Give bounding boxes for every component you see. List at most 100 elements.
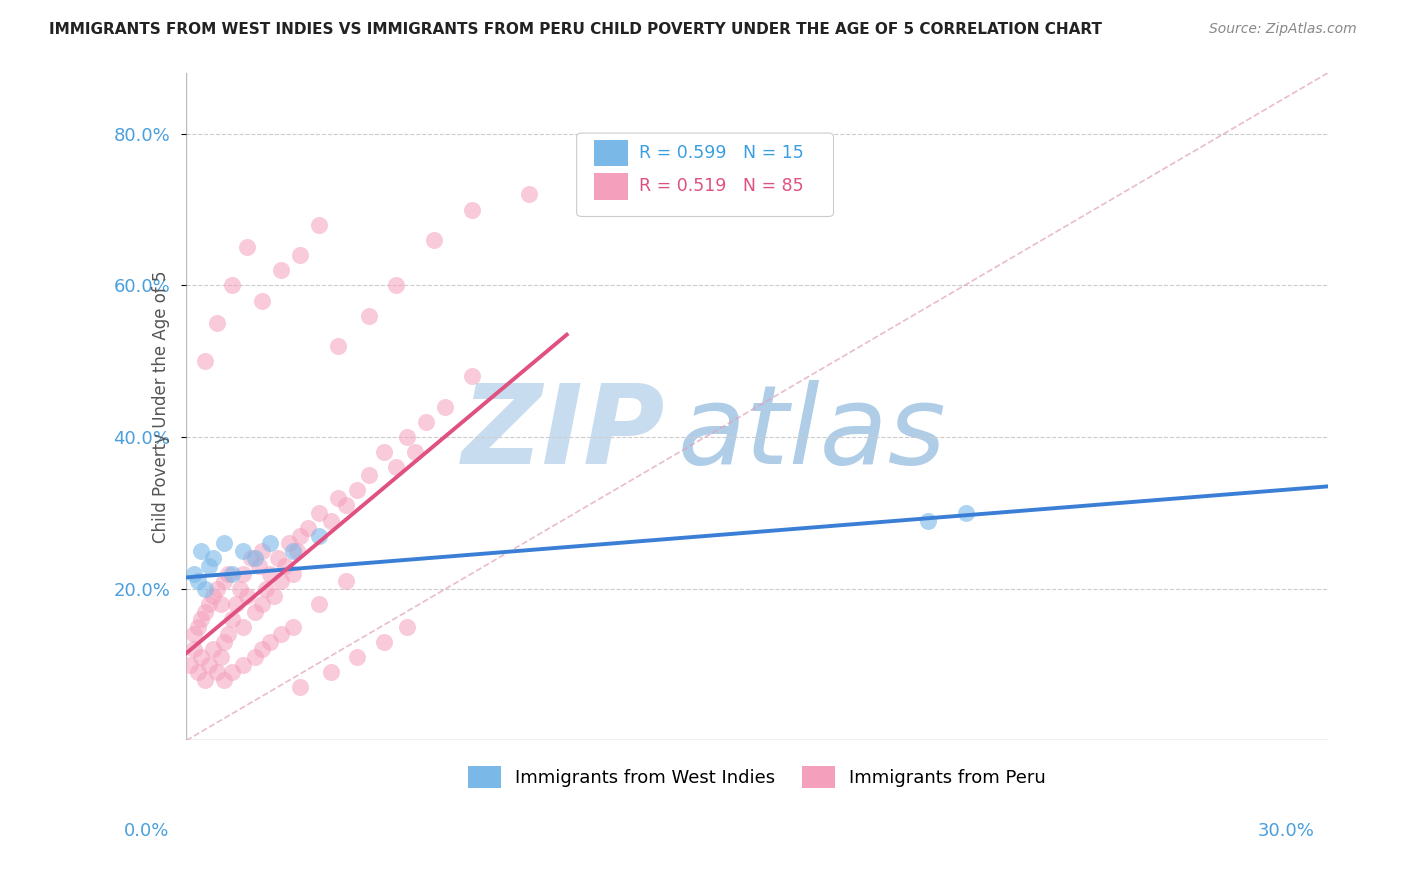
Point [217,566,239,581]
Point [243,650,266,665]
Point [252,642,274,657]
Point [252,293,274,308]
Point [917,514,939,528]
Point [259,536,281,550]
Point [395,620,418,634]
Point [308,218,330,232]
Point [243,605,266,619]
Point [232,544,254,558]
Point [404,445,426,459]
Point [239,551,262,566]
Point [290,529,312,543]
Text: 30.0%: 30.0% [1258,822,1315,839]
Point [214,673,236,687]
Point [205,582,228,596]
Point [373,445,395,459]
Point [433,400,456,414]
Point [266,551,288,566]
Point [285,544,308,558]
Point [225,597,247,611]
Y-axis label: Child Poverty Under the Age of 5: Child Poverty Under the Age of 5 [152,270,170,543]
Point [183,642,205,657]
Point [373,635,395,649]
Point [415,415,437,429]
Point [422,233,444,247]
Point [201,642,224,657]
Point [194,582,217,596]
Point [243,551,266,566]
Point [198,657,221,672]
Point [335,499,357,513]
Point [308,506,330,520]
Point [205,316,228,330]
Point [183,566,205,581]
Point [232,566,254,581]
Point [270,574,292,589]
Point [221,665,243,680]
Point [214,635,236,649]
Point [214,574,236,589]
FancyBboxPatch shape [593,140,628,167]
Point [252,544,274,558]
Text: ZIP: ZIP [463,380,665,487]
Point [179,657,201,672]
Legend: Immigrants from West Indies, Immigrants from Peru: Immigrants from West Indies, Immigrants … [461,758,1053,795]
Text: R = 0.599   N = 15: R = 0.599 N = 15 [640,145,804,162]
Point [263,590,285,604]
Point [384,278,406,293]
Text: atlas: atlas [678,380,946,487]
FancyBboxPatch shape [576,133,834,217]
Point [270,627,292,641]
Point [236,240,259,254]
Point [190,612,212,626]
Point [274,559,297,574]
Point [955,506,977,520]
Text: IMMIGRANTS FROM WEST INDIES VS IMMIGRANTS FROM PERU CHILD POVERTY UNDER THE AGE : IMMIGRANTS FROM WEST INDIES VS IMMIGRANT… [49,22,1102,37]
Text: 0.0%: 0.0% [124,822,169,839]
Point [194,673,217,687]
Point [201,590,224,604]
Point [187,665,209,680]
Point [198,597,221,611]
Point [290,681,312,695]
Point [194,605,217,619]
Point [281,620,304,634]
Point [357,468,380,483]
Point [209,650,232,665]
Point [328,339,350,353]
Point [252,597,274,611]
Point [209,597,232,611]
FancyBboxPatch shape [593,173,628,200]
Point [221,612,243,626]
Point [517,187,540,202]
Point [221,278,243,293]
Point [217,627,239,641]
Point [190,544,212,558]
Text: R = 0.519   N = 85: R = 0.519 N = 85 [640,178,804,195]
Point [194,354,217,368]
Point [183,627,205,641]
Point [308,597,330,611]
Point [228,582,250,596]
Point [247,559,270,574]
Text: Source: ZipAtlas.com: Source: ZipAtlas.com [1209,22,1357,37]
Point [308,529,330,543]
Point [395,430,418,444]
Point [270,263,292,277]
Point [259,635,281,649]
Point [190,650,212,665]
Point [232,657,254,672]
Point [357,309,380,323]
Point [335,574,357,589]
Point [236,590,259,604]
Point [346,483,368,498]
Point [232,620,254,634]
Point [319,665,342,680]
Point [187,620,209,634]
Point [278,536,301,550]
Point [254,582,277,596]
Point [290,248,312,262]
Point [297,521,319,535]
Point [214,536,236,550]
Point [384,460,406,475]
